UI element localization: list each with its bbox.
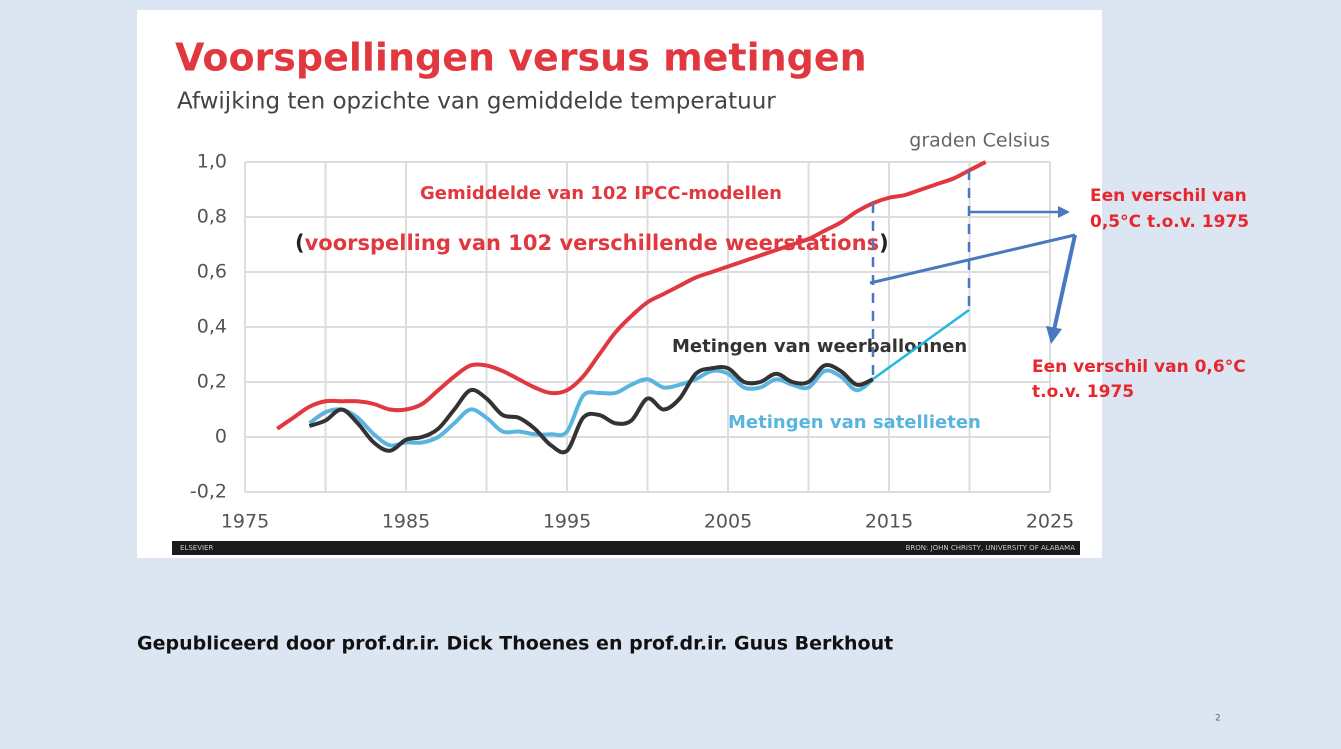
overlay-shapes bbox=[869, 170, 1077, 382]
arrow bbox=[1052, 234, 1077, 331]
annotation-line: t.o.v. 1975 bbox=[1032, 382, 1134, 402]
series-label: Metingen van weerballonnen bbox=[672, 336, 967, 357]
y-tick-label: 1,0 bbox=[197, 151, 227, 173]
annotation: (voorspelling van 102 verschillende weer… bbox=[295, 231, 889, 255]
series-label: Gemiddelde van 102 IPCC-modellen bbox=[420, 183, 782, 204]
y-tick-label: 0,6 bbox=[197, 261, 227, 283]
arrow-head bbox=[1046, 326, 1062, 344]
arrow-head bbox=[1058, 206, 1070, 218]
annotation-line: Een verschil van 0,6°C bbox=[1032, 357, 1246, 377]
trend-line bbox=[869, 233, 1076, 285]
series-line bbox=[276, 160, 987, 431]
x-tick-label: 1985 bbox=[382, 511, 430, 533]
chart-title: Voorspellingen versus metingen bbox=[175, 36, 867, 80]
source-right: BRON: JOHN CHRISTY, UNIVERSITY OF ALABAM… bbox=[906, 544, 1076, 552]
plot: -0,2 0 0,2 0,4 0,6 0,8 1,0 1975 1985 1995 2005 2015… bbox=[190, 151, 1074, 533]
chart-panel bbox=[137, 10, 1102, 558]
annotation-line: Een verschil van bbox=[1090, 186, 1247, 206]
annotation-line: 0,5°C t.o.v. 1975 bbox=[1090, 212, 1249, 232]
caption: Gepubliceerd door prof.dr.ir. Dick Thoen… bbox=[137, 633, 893, 655]
x-tick-label: 2025 bbox=[1026, 511, 1074, 533]
source-bar bbox=[172, 541, 1080, 555]
y-tick-label: -0,2 bbox=[190, 481, 227, 503]
source-left: ELSEVIER bbox=[180, 544, 213, 552]
y-tick-label: 0,4 bbox=[197, 316, 227, 338]
x-tick-label: 1975 bbox=[221, 511, 269, 533]
page-number: 2 bbox=[1215, 714, 1221, 724]
y-tick-label: 0,2 bbox=[197, 371, 227, 393]
annotation-part: ( bbox=[295, 231, 305, 255]
annotation-part: voorspelling van 102 verschillende weers… bbox=[305, 231, 879, 255]
extrapolation-line bbox=[872, 308, 970, 381]
y-tick-label: 0 bbox=[215, 426, 227, 448]
y-axis-label: graden Celsius bbox=[909, 130, 1050, 152]
y-tick-label: 0,8 bbox=[197, 206, 227, 228]
x-tick-label: 1995 bbox=[543, 511, 591, 533]
x-tick-label: 2005 bbox=[704, 511, 752, 533]
x-tick-label: 2015 bbox=[865, 511, 913, 533]
series-label: Metingen van satellieten bbox=[728, 412, 981, 433]
series-line bbox=[308, 363, 874, 455]
annotation-part: ) bbox=[879, 231, 889, 255]
chart-subtitle: Afwijking ten opzichte van gemiddelde te… bbox=[177, 89, 776, 115]
